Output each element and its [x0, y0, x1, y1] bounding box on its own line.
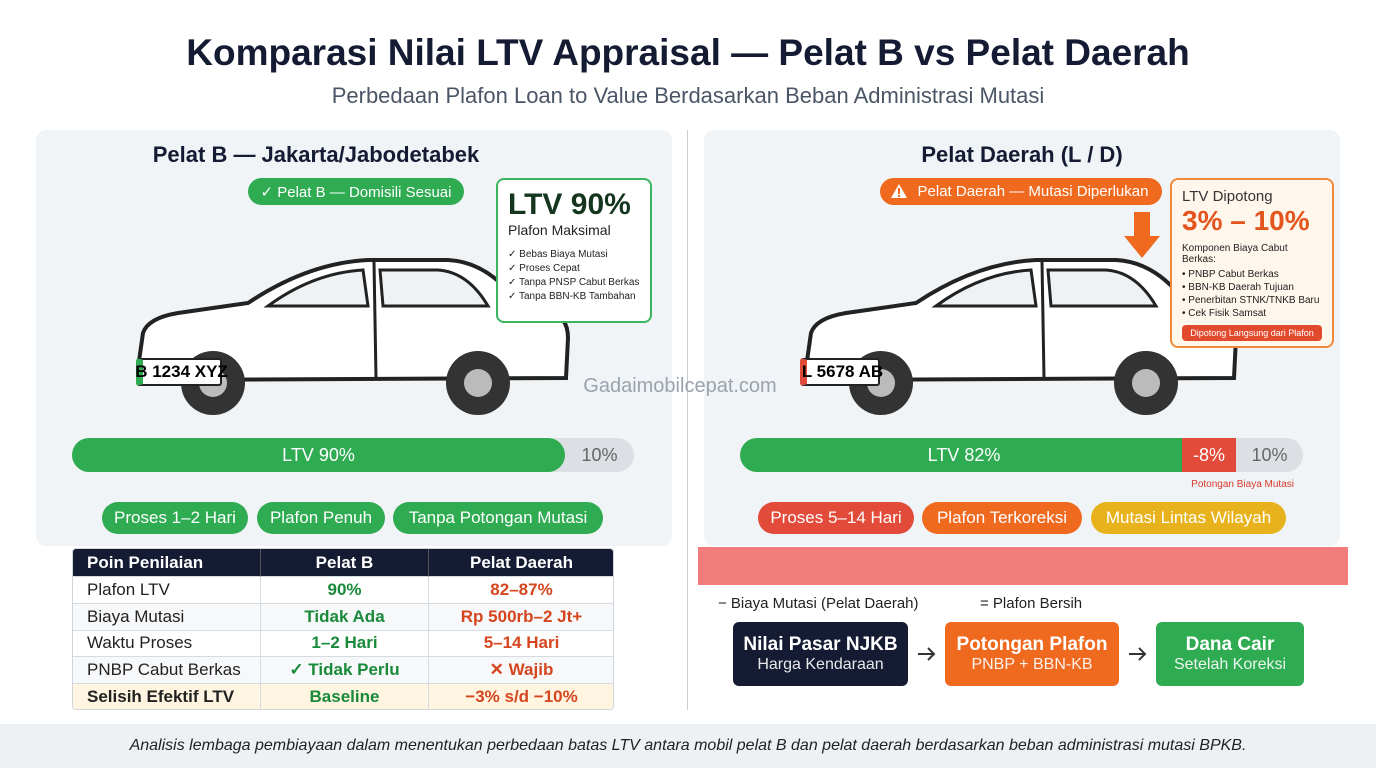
box-subheading: Komponen Biaya Cabut Berkas: [1182, 243, 1288, 265]
table-cell: Baseline [261, 684, 429, 709]
formula-minus: − Biaya Mutasi (Pelat Daerah) [718, 595, 919, 612]
flow-sub: PNBP + BBN-KB [971, 656, 1093, 673]
right-bar-main: LTV 82% [740, 438, 1188, 472]
box-value: 3% – 10% [1182, 205, 1310, 236]
table-header: Pelat Daerah [429, 549, 613, 577]
table: Poin Penilaian Pelat B Pelat Daerah Plafon … [72, 548, 614, 710]
left-badge: ✓ Pelat B — Domisili Sesuai [248, 178, 464, 205]
tag: Plafon Terkoreksi [922, 502, 1082, 534]
box-item: • Cek Fisik Samsat [1182, 308, 1267, 319]
formula-equals: = Plafon Bersih [980, 595, 1083, 612]
flow-step: Potongan Plafon PNBP + BBN-KB [945, 622, 1119, 686]
flow-title: Potongan Plafon [956, 634, 1108, 655]
footer: Analisis lembaga pembiayaan dalam menent… [0, 724, 1376, 768]
table-cell: ✕ Wajib [429, 657, 613, 685]
ltv-value: LTV 90% [508, 188, 631, 221]
table-cell: Selisih Efektif LTV [73, 684, 261, 709]
flow-title: Nilai Pasar NJKB [743, 634, 898, 655]
right-plate: L 5678 AB [800, 358, 883, 386]
right-title: Pelat Daerah (L / D) [921, 142, 1123, 167]
right-ltv-box: LTV Dipotong 3% – 10% Komponen Biaya Cab… [1170, 178, 1334, 348]
right-bar-rest: 10% [1251, 444, 1288, 465]
ltv-item: ✓ Tanpa BBN-KB Tambahan [508, 291, 636, 302]
tag: Proses 5–14 Hari [758, 502, 914, 534]
flow-title: Dana Cair [1185, 634, 1275, 655]
box-note: Dipotong Langsung dari Plafon [1182, 325, 1322, 341]
tag: Tanpa Potongan Mutasi [393, 502, 603, 534]
warning-icon [891, 184, 907, 198]
highlight-band [698, 547, 1348, 585]
table-cell: Waktu Proses [73, 630, 261, 658]
box-item: • PNBP Cabut Berkas [1182, 269, 1279, 280]
left-title: Pelat B — Jakarta/Jabodetabek [152, 142, 480, 167]
flow-step: Nilai Pasar NJKB Harga Kendaraan [733, 622, 908, 686]
subtitle: Perbedaan Plafon Loan to Value Berdasark… [331, 83, 1045, 108]
table-cell: 90% [261, 577, 429, 604]
tag: Mutasi Lintas Wilayah [1091, 502, 1286, 534]
left-ltv-box: LTV 90% Plafon Maksimal ✓ Bebas Biaya Mu… [496, 178, 652, 323]
table-header: Poin Penilaian [73, 549, 261, 577]
box-heading: LTV Dipotong [1182, 188, 1273, 205]
title: Komparasi Nilai LTV Appraisal — Pelat B … [186, 32, 1190, 73]
ltv-item: ✓ Proses Cepat [508, 263, 580, 274]
right-bar-cut: -8% [1182, 438, 1236, 472]
tag: Proses 1–2 Hari [102, 502, 248, 534]
table-cell: 5–14 Hari [429, 630, 613, 658]
table-header: Pelat B [261, 549, 429, 577]
ltv-label: Plafon Maksimal [508, 222, 611, 238]
left-bar-rest: 10% [581, 444, 618, 465]
down-arrow [1124, 212, 1160, 258]
ltv-item: ✓ Bebas Biaya Mutasi [508, 249, 608, 260]
table-cell: 82–87% [429, 577, 613, 604]
flow-arrow [918, 647, 936, 661]
box-item: • BBN-KB Daerah Tujuan [1182, 282, 1294, 293]
flow-step: Dana Cair Setelah Koreksi [1156, 622, 1304, 686]
table-cell: Plafon LTV [73, 577, 261, 604]
watermark: Gadaimobilcepat.com [583, 374, 777, 397]
flow-arrow [1129, 647, 1147, 661]
table-cell: −3% s/d −10% [429, 684, 613, 709]
divider [687, 130, 688, 710]
table-cell: ✓ Tidak Perlu [261, 657, 429, 685]
table-cell: Tidak Ada [261, 603, 429, 631]
ltv-list: ✓ Bebas Biaya Mutasi ✓ Proses Cepat ✓ Tanp… [508, 248, 640, 304]
ltv-item: ✓ Tanpa PNSP Cabut Berkas [508, 277, 640, 288]
table-cell: PNBP Cabut Berkas [73, 657, 261, 685]
box-item: • Penerbitan STNK/TNKB Baru [1182, 295, 1320, 306]
table-cell: Biaya Mutasi [73, 603, 261, 631]
table-cell: Rp 500rb–2 Jt+ [429, 603, 613, 631]
flow-sub: Harga Kendaraan [757, 656, 884, 673]
box-list: • PNBP Cabut Berkas • BBN-KB Daerah Tujua… [1182, 268, 1322, 320]
tag: Plafon Penuh [257, 502, 385, 534]
bar-note: Potongan Biaya Mutasi [1191, 479, 1294, 490]
left-plate: B 1234 XYZ [135, 358, 228, 386]
right-badge: Pelat Daerah — Mutasi Diperlukan [880, 178, 1162, 205]
flow-sub: Setelah Koreksi [1173, 656, 1287, 673]
table-cell: 1–2 Hari [261, 630, 429, 658]
left-bar-main: LTV 90% [72, 438, 565, 472]
